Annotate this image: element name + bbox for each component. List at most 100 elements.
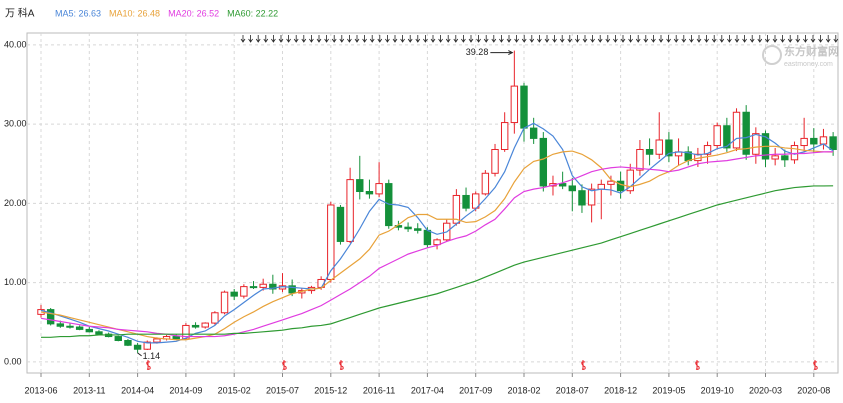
top-marker [818,35,823,43]
x-tick-label: 2013-06 [24,385,57,395]
candle-body [182,324,190,340]
top-marker [658,35,664,43]
top-marker [347,35,352,43]
top-marker [749,35,755,43]
x-tick-label: 2017-09 [459,385,492,395]
x-tick-label: 2019-10 [701,385,734,395]
candle-body [414,228,422,231]
candle-body [636,149,644,171]
candle-body [46,309,55,325]
candle-body [85,328,93,333]
candle-body [191,324,200,328]
candle-body [56,323,65,327]
top-marker [461,35,466,43]
top-marker [681,35,687,43]
annotation-high: 39.28 [466,47,489,57]
candle-body [153,338,161,343]
top-marker [400,35,405,43]
top-marker [521,35,527,43]
watermark-url: eastmoney.com [784,61,833,68]
top-marker [263,35,269,43]
candle-body [491,149,499,174]
x-tick-label: 2018-02 [507,385,540,395]
x-tick-label: 2014-09 [169,385,202,395]
candle-body [375,183,383,195]
top-marker [787,35,793,43]
candle-body [723,125,731,149]
legend-entry: MA5: 26.63 [55,8,101,18]
candle-body [95,331,103,335]
candle-body [578,190,586,206]
candle-body [66,325,74,328]
top-marker [468,35,474,43]
top-marker [582,35,588,43]
top-marker [734,35,740,43]
watermark: 东方财富网 eastmoney.com [762,44,839,68]
top-marker [407,35,413,43]
candle-body [201,322,209,328]
dividend-marker [695,360,700,370]
y-tick-label: 40.00 [4,39,27,49]
top-marker [415,35,421,43]
ma-line [40,122,834,344]
top-marker [331,35,337,43]
top-marker [803,35,808,43]
top-marker [544,35,550,43]
candle-body [114,336,122,342]
x-tick-label: 2015-07 [266,385,299,395]
candle-body [616,180,625,192]
candle-body [510,85,519,124]
top-marker [385,35,390,43]
x-tick-label: 2018-12 [604,385,637,395]
top-marker [293,35,299,43]
top-marker [377,35,383,43]
top-marker [445,35,451,43]
y-tick-label: 10.00 [4,277,27,287]
chart-title: 万 科A [5,7,35,20]
top-marker [795,35,801,43]
ma-line [41,185,834,338]
top-marker [392,35,398,43]
top-marker [651,35,656,43]
candle-body [539,137,548,187]
candle-body [259,283,267,288]
top-marker [362,35,367,43]
x-tick-label: 2016-11 [363,385,395,395]
top-marker [567,35,573,43]
top-marker [286,35,291,43]
x-tick-label: 2018-07 [556,385,589,395]
candle-body [665,139,673,157]
top-marker [719,35,725,43]
candle-body [133,344,142,350]
candle-body [143,341,151,350]
annotation-low: 1.14 [143,351,161,361]
candle-body [269,283,277,290]
top-marker [248,35,253,43]
top-marker [506,35,512,43]
top-marker [339,35,345,43]
candle-body [220,291,229,314]
top-marker [430,35,436,43]
legend-entry: MA20: 26.52 [168,8,219,18]
y-tick-label: 20.00 [4,198,27,208]
candle-body [607,180,615,185]
x-tick-label: 2020-08 [797,385,830,395]
candle-body [771,155,779,160]
candle-body [433,239,441,246]
top-marker [529,35,535,43]
x-tick-label: 2015-02 [218,385,251,395]
top-marker [613,35,618,43]
candle-body [819,136,828,145]
top-marker [324,35,329,43]
candle-body [810,137,818,145]
x-tick-label: 2014-04 [121,385,154,395]
candle-body [529,127,538,139]
candle-body [124,340,132,346]
top-marker [278,35,284,43]
candle-body [365,191,374,195]
top-marker [423,35,428,43]
candle-body [327,204,335,280]
top-marker [309,35,314,43]
top-marker [537,35,542,43]
